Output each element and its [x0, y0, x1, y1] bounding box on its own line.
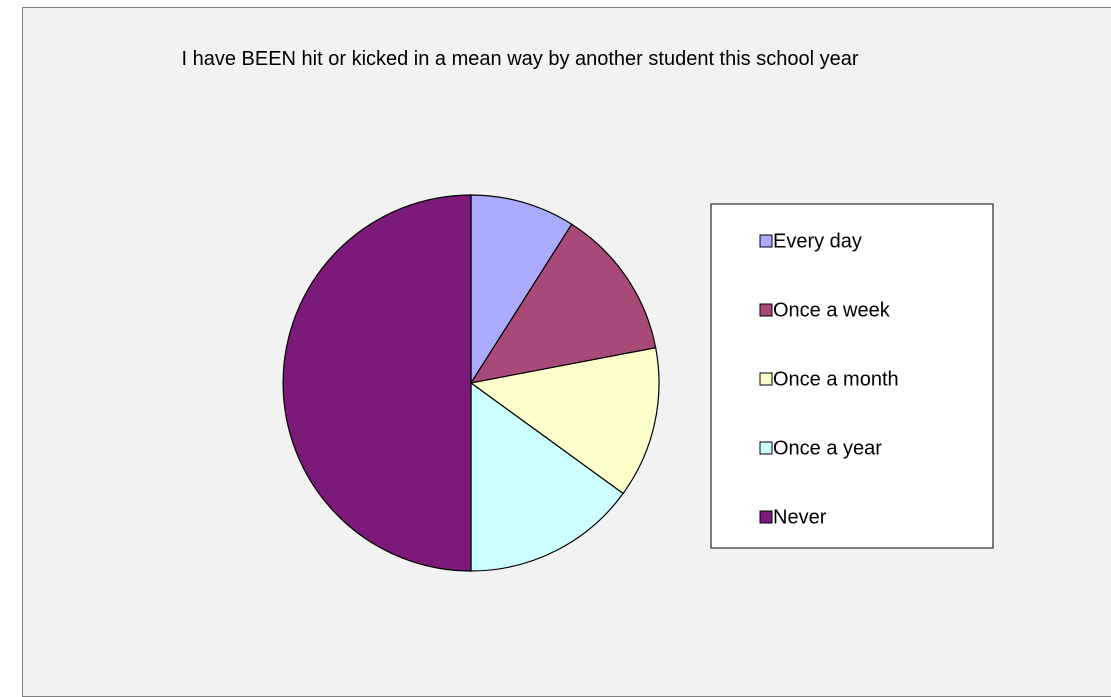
legend-label: Once a month: [773, 368, 899, 390]
legend-label: Once a year: [773, 437, 882, 459]
pie-slice: [469, 347, 660, 495]
legend-label: Never: [773, 506, 827, 528]
pie-slice: [470, 381, 624, 572]
chart-title: I have BEEN hit or kicked in a mean way …: [181, 48, 859, 70]
legend-swatch: [759, 234, 773, 248]
legend-swatch: [759, 510, 773, 524]
pie-slice: [469, 223, 657, 384]
legend-swatch: [759, 372, 773, 386]
legend-label: Every day: [773, 230, 862, 252]
pie-slice: [470, 194, 573, 386]
legend-box: [710, 203, 994, 549]
legend-swatch: [759, 303, 773, 317]
legend-label: Once a week: [773, 299, 891, 321]
pie-slice: [282, 194, 472, 572]
legend-swatch: [759, 441, 773, 455]
